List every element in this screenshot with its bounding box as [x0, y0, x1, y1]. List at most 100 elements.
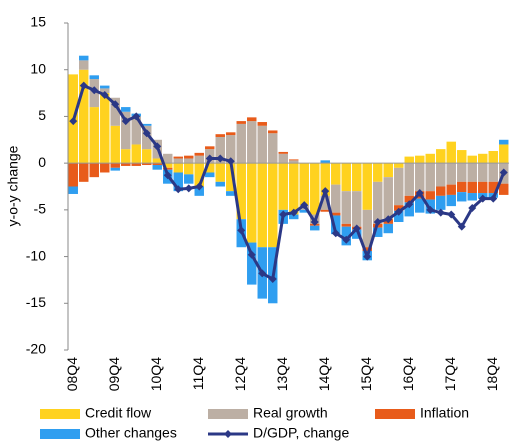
line-marker — [300, 201, 309, 210]
bar — [352, 191, 362, 227]
bar — [257, 163, 267, 248]
bar — [341, 223, 351, 227]
bar — [100, 93, 110, 164]
bar — [404, 163, 414, 196]
bar — [310, 163, 320, 215]
bar — [205, 163, 215, 173]
bar — [331, 215, 341, 235]
bar — [121, 111, 131, 150]
bar — [236, 123, 246, 164]
legend-label: Other changes — [85, 425, 177, 441]
line-marker — [342, 235, 351, 244]
bar — [110, 125, 120, 164]
y-tick-label: 5 — [38, 107, 46, 123]
bar — [446, 184, 456, 195]
bar — [362, 163, 372, 210]
bar — [415, 198, 425, 213]
bar — [173, 158, 183, 164]
legend-label: D/GDP, change — [253, 425, 349, 441]
legend-label: Inflation — [420, 405, 469, 421]
y-tick-label: -15 — [26, 294, 46, 310]
bar — [163, 167, 173, 170]
bar — [446, 163, 456, 185]
line-marker — [468, 203, 477, 212]
bar — [142, 163, 152, 166]
y-tick-label: 15 — [30, 14, 46, 30]
bar — [131, 116, 141, 145]
bar — [341, 163, 351, 192]
bar — [457, 163, 467, 182]
line-marker — [331, 229, 340, 238]
x-tick-label: 18Q4 — [484, 357, 500, 391]
bar — [457, 192, 467, 202]
bar — [425, 163, 435, 192]
line-marker — [132, 112, 141, 121]
line-marker — [384, 215, 393, 224]
legend-swatch — [375, 409, 415, 419]
bar — [131, 163, 141, 166]
line-marker — [405, 200, 414, 209]
bar — [79, 55, 89, 61]
line-marker — [216, 154, 225, 163]
bar — [299, 209, 309, 213]
bar — [415, 155, 425, 164]
bar — [289, 159, 299, 161]
line-marker — [415, 189, 424, 198]
bar — [194, 155, 204, 164]
bar — [488, 181, 498, 194]
bar — [131, 144, 141, 164]
bar — [310, 225, 320, 231]
x-tick-label: 12Q4 — [232, 357, 248, 391]
bar — [173, 172, 183, 192]
line-marker — [426, 205, 435, 214]
bar — [331, 163, 341, 185]
bar — [173, 156, 183, 159]
bar — [289, 160, 299, 164]
bar — [499, 139, 509, 145]
legend-swatch — [40, 429, 80, 439]
bar — [100, 88, 110, 94]
bar — [383, 163, 393, 178]
bar — [436, 195, 446, 210]
bar — [247, 242, 257, 285]
line-marker — [499, 168, 508, 177]
bar — [79, 163, 89, 182]
line-marker — [184, 184, 193, 193]
bar — [320, 195, 330, 210]
bar — [446, 194, 456, 207]
x-tick-label: 10Q4 — [148, 357, 164, 391]
x-tick-label: 15Q4 — [358, 357, 374, 391]
bar — [236, 121, 246, 124]
bar — [121, 107, 131, 112]
line-marker — [111, 100, 120, 109]
line-marker — [205, 154, 214, 163]
legend-label: Real growth — [253, 405, 328, 421]
bar — [478, 181, 488, 194]
bar — [268, 133, 278, 164]
bar — [446, 141, 456, 164]
bar — [362, 209, 372, 248]
x-tick-label: 17Q4 — [442, 357, 458, 391]
y-tick-label: 0 — [38, 154, 46, 170]
bar — [163, 163, 173, 168]
bar — [152, 158, 162, 164]
bar — [163, 153, 173, 164]
bar — [247, 117, 257, 122]
bar — [331, 184, 341, 213]
bar — [89, 107, 99, 164]
legend-swatch-marker — [224, 430, 232, 438]
bar — [205, 172, 215, 178]
line-marker — [352, 224, 361, 233]
bar — [110, 163, 120, 168]
bar — [467, 163, 477, 182]
bar — [184, 158, 194, 164]
bar — [320, 160, 330, 164]
bar — [331, 212, 341, 216]
bar — [352, 229, 362, 239]
bar — [152, 165, 162, 170]
bar — [100, 85, 110, 89]
bar — [89, 163, 99, 178]
y-tick-label: 10 — [30, 60, 46, 76]
line-marker — [279, 210, 288, 219]
bar — [226, 135, 236, 164]
